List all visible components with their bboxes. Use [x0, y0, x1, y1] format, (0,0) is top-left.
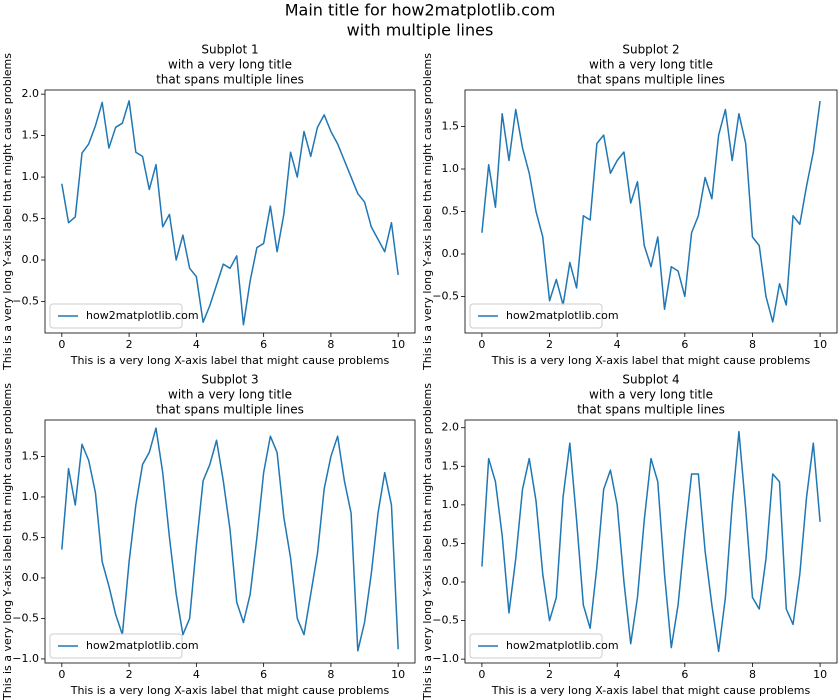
- legend: [49, 303, 183, 329]
- x-tick-label: 8: [749, 668, 756, 681]
- y-tick-label: 0.0: [22, 253, 40, 266]
- data-line: [481, 100, 821, 323]
- y-axis-label: This is a very long Y-axis label that mi…: [1, 383, 14, 700]
- main-title: Main title for how2matplotlib.com: [285, 1, 556, 20]
- y-tick-label: −0.5: [12, 611, 39, 624]
- x-tick-label: 8: [327, 338, 334, 351]
- y-tick-label: 1.5: [22, 129, 40, 142]
- x-tick-label: 2: [546, 338, 553, 351]
- subplot-title: that spans multiple lines: [156, 403, 304, 417]
- subplot-title: with a very long title: [168, 388, 292, 402]
- y-axis-label: This is a very long Y-axis label that mi…: [421, 53, 434, 371]
- x-tick-label: 0: [58, 338, 65, 351]
- axes-frame: [44, 89, 416, 334]
- x-tick-label: 10: [813, 338, 827, 351]
- legend: [469, 303, 603, 329]
- y-tick-label: −0.5: [432, 289, 459, 302]
- x-tick-label: 2: [126, 338, 133, 351]
- subplot-title: with a very long title: [589, 388, 713, 402]
- x-axis-label: This is a very long X-axis label that mi…: [491, 354, 811, 367]
- x-tick-label: 4: [614, 338, 621, 351]
- y-tick-label: 0.5: [442, 205, 460, 218]
- y-tick-label: −0.5: [432, 614, 459, 627]
- y-tick-label: 1.5: [442, 459, 460, 472]
- y-tick-label: −1.0: [12, 652, 39, 665]
- x-tick-label: 10: [813, 668, 827, 681]
- x-tick-label: 10: [391, 338, 405, 351]
- subplot-title: with a very long title: [168, 58, 292, 72]
- data-line: [61, 427, 399, 652]
- y-tick-label: 1.0: [442, 162, 460, 175]
- legend-label: how2matplotlib.com: [506, 639, 619, 652]
- x-tick-label: 4: [193, 338, 200, 351]
- x-axis-label: This is a very long X-axis label that mi…: [70, 354, 390, 367]
- legend: [49, 633, 183, 659]
- x-tick-label: 6: [681, 668, 688, 681]
- axes-frame: [464, 419, 838, 664]
- axes-frame: [44, 419, 416, 664]
- legend-label: how2matplotlib.com: [506, 309, 619, 322]
- x-axis-label: This is a very long X-axis label that mi…: [491, 684, 811, 697]
- x-tick-label: 10: [391, 668, 405, 681]
- x-tick-label: 2: [126, 668, 133, 681]
- x-tick-label: 0: [58, 668, 65, 681]
- subplot-title: Subplot 3: [201, 373, 258, 387]
- y-tick-label: 1.5: [22, 449, 40, 462]
- data-line: [481, 430, 821, 653]
- y-tick-label: 2.0: [22, 87, 40, 100]
- y-tick-label: 2.0: [442, 421, 460, 434]
- y-tick-label: 0.5: [442, 536, 460, 549]
- axes-frame: [464, 89, 838, 334]
- main-title: with multiple lines: [347, 21, 494, 40]
- y-tick-label: 0.5: [22, 530, 40, 543]
- x-tick-label: 2: [546, 668, 553, 681]
- y-tick-label: 0.5: [22, 212, 40, 225]
- subplot-title: Subplot 2: [622, 43, 679, 57]
- subplot-title: that spans multiple lines: [156, 73, 304, 87]
- x-tick-label: 0: [478, 338, 485, 351]
- x-tick-label: 6: [260, 668, 267, 681]
- y-tick-label: 1.0: [22, 170, 40, 183]
- subplot-title: Subplot 1: [201, 43, 258, 57]
- y-tick-label: 0.0: [442, 575, 460, 588]
- y-tick-label: 1.5: [442, 120, 460, 133]
- x-tick-label: 6: [260, 338, 267, 351]
- legend-label: how2matplotlib.com: [86, 309, 199, 322]
- legend: [469, 633, 603, 659]
- subplot-title: that spans multiple lines: [577, 403, 725, 417]
- x-axis-label: This is a very long X-axis label that mi…: [70, 684, 390, 697]
- data-line: [61, 100, 399, 326]
- subplot-title: with a very long title: [589, 58, 713, 72]
- legend-label: how2matplotlib.com: [86, 639, 199, 652]
- y-tick-label: −1.0: [432, 652, 459, 665]
- x-tick-label: 8: [749, 338, 756, 351]
- y-tick-label: 0.0: [442, 247, 460, 260]
- x-tick-label: 4: [193, 668, 200, 681]
- y-axis-label: This is a very long Y-axis label that mi…: [1, 53, 14, 371]
- y-tick-label: 1.0: [442, 498, 460, 511]
- x-tick-label: 8: [327, 668, 334, 681]
- y-tick-label: 0.0: [22, 571, 40, 584]
- subplot-title: Subplot 4: [622, 373, 679, 387]
- y-axis-label: This is a very long Y-axis label that mi…: [421, 383, 434, 700]
- y-tick-label: −0.5: [12, 294, 39, 307]
- x-tick-label: 0: [478, 668, 485, 681]
- x-tick-label: 6: [681, 338, 688, 351]
- y-tick-label: 1.0: [22, 490, 40, 503]
- x-tick-label: 4: [614, 668, 621, 681]
- subplot-title: that spans multiple lines: [577, 73, 725, 87]
